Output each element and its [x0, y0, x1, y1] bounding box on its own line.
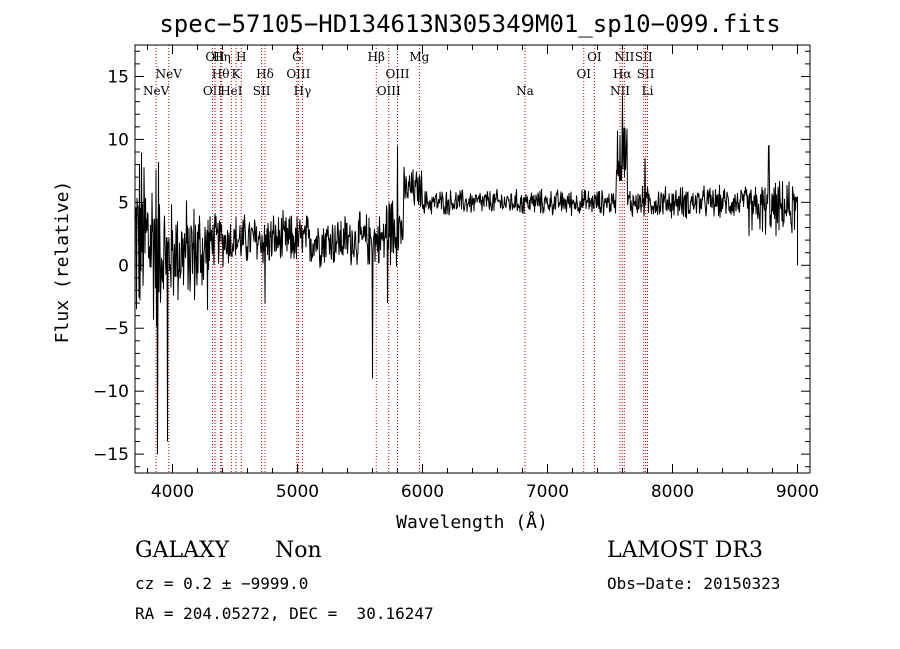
y-tick-label-0: −15 [93, 445, 129, 465]
spectral-line-label-4: Hθ [212, 67, 230, 81]
spectral-line-label-2: OII [203, 84, 223, 98]
x-tick-label-2: 6000 [401, 482, 444, 502]
y-tick-label-4: 5 [118, 193, 129, 213]
object-subclass: Non [275, 538, 322, 563]
spectral-line-label-6: HeI [220, 84, 243, 98]
y-tick-label-1: −10 [93, 382, 129, 402]
spectral-line-label-23: NII [614, 50, 634, 64]
survey-name: LAMOST DR3 [607, 538, 763, 563]
spectral-line-label-1: NeV [156, 67, 183, 81]
x-tick-label-0: 4000 [151, 482, 194, 502]
x-axis-label: Wavelength (Å) [396, 511, 548, 533]
y-axis-label: Flux (relative) [52, 181, 73, 344]
spectral-line-label-19: OI [576, 67, 591, 81]
spectral-line-label-18: Na [516, 84, 534, 98]
spectral-line-markers: NeVNeVOIIOIIHθHηHeIKHSIIHδGOIIIHγHβOIIIO… [143, 45, 655, 473]
spectral-line-label-20: OI [587, 50, 602, 64]
object-class: GALAXY [135, 538, 230, 563]
y-tick-label-6: 15 [107, 67, 129, 87]
spectral-line-label-9: SII [253, 84, 271, 98]
spectral-line-label-22: Hα [613, 67, 632, 81]
y-tick-label-3: 0 [118, 256, 129, 276]
spectral-line-label-13: Hγ [294, 84, 312, 98]
spectral-line-label-0: NeV [143, 84, 170, 98]
spectral-line-label-15: OIII [377, 84, 401, 98]
spectral-line-label-5: Hη [213, 50, 231, 64]
spectral-line-label-25: SII [637, 67, 655, 81]
spectrum-line [134, 95, 798, 455]
y-tick-label-2: −5 [104, 319, 129, 339]
spectrum-trace [134, 95, 798, 455]
spectral-line-label-12: OIII [286, 67, 310, 81]
spectral-line-label-10: Hδ [256, 67, 274, 81]
x-tick-label-5: 9000 [776, 482, 819, 502]
spectral-line-label-16: OIII [385, 67, 409, 81]
spectral-line-label-26: Li [642, 84, 654, 98]
spectral-line-label-3: OII [205, 50, 225, 64]
spectral-line-label-11: G [292, 50, 302, 64]
x-tick-label-1: 5000 [276, 482, 319, 502]
spectral-line-label-14: Hβ [368, 50, 385, 64]
axis-ticks: 4000 5000 6000 7000 8000 9000 −15 −10 −5 0 5 10 15 [93, 45, 819, 502]
x-tick-label-4: 8000 [651, 482, 694, 502]
observation-date: Obs−Date: 20150323 [607, 574, 781, 593]
spectral-line-label-24: SII [635, 50, 653, 64]
y-tick-label-5: 10 [107, 130, 129, 150]
chart-title: spec−57105−HD134613N305349M01_sp10−099.f… [159, 10, 780, 38]
spectral-line-label-17: Mg [409, 50, 429, 64]
spectral-line-label-7: K [232, 67, 242, 81]
coordinates: RA = 204.05272, DEC = 30.16247 [135, 604, 434, 623]
spectral-line-label-8: H [236, 50, 246, 64]
x-tick-label-3: 7000 [526, 482, 569, 502]
redshift-cz: cz = 0.2 ± −9999.0 [135, 574, 309, 593]
spectral-line-label-21: NII [610, 84, 630, 98]
